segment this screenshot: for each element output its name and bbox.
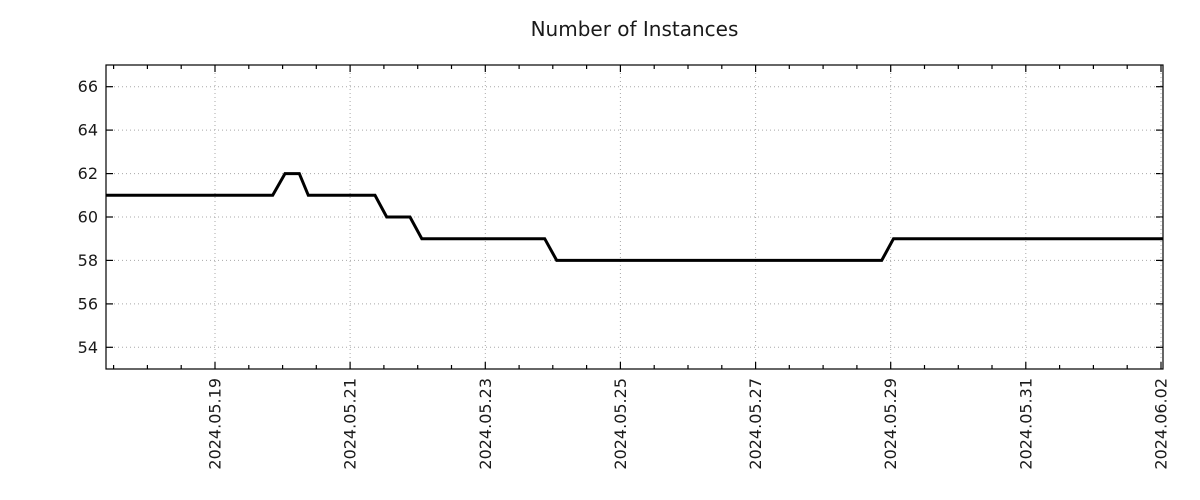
x-tick-label: 2024.05.23: [476, 378, 495, 470]
x-tick-label: 2024.05.21: [341, 378, 360, 470]
chart-title: Number of Instances: [530, 17, 739, 41]
series-line-instances: [106, 172, 1163, 262]
y-tick-label: 58: [78, 251, 98, 270]
x-tick-label: 2024.05.19: [206, 378, 225, 470]
y-tick-label: 60: [78, 208, 98, 227]
x-tick-label: 2024.05.31: [1016, 378, 1035, 470]
y-tick-label: 54: [78, 338, 98, 357]
x-tick-label: 2024.05.29: [881, 378, 900, 470]
y-tick-label: 64: [78, 121, 98, 140]
plot-border: [105, 64, 1164, 370]
x-tick-label: 2024.06.02: [1152, 378, 1171, 470]
x-tick-label: 2024.05.25: [611, 378, 630, 470]
x-tick-label: 2024.05.27: [746, 378, 765, 470]
y-tick-label: 66: [78, 77, 98, 96]
y-tick-label: 56: [78, 294, 98, 313]
y-tick-label: 62: [78, 164, 98, 183]
